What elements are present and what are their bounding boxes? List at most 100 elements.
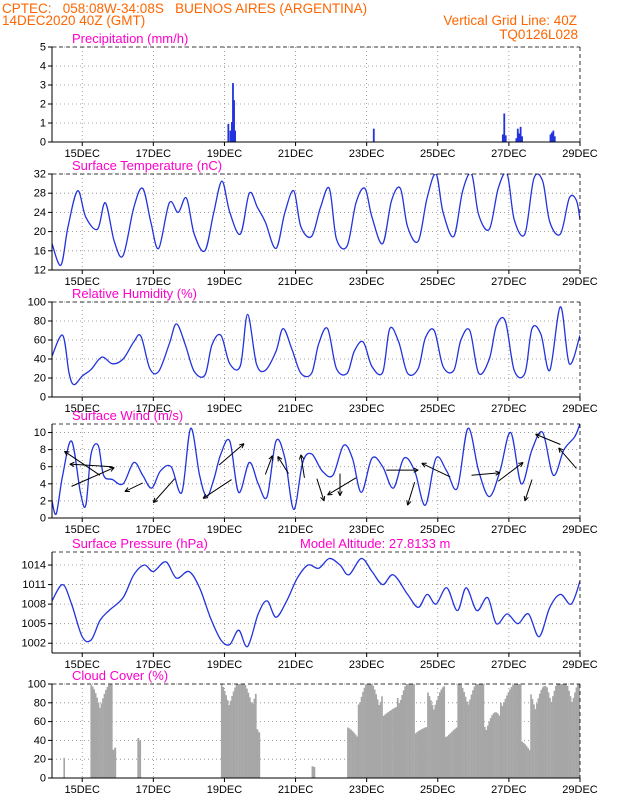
precipitation-bar (519, 126, 522, 142)
temperature-xtick-label: 19DEC (207, 276, 243, 288)
wind-arrow (152, 478, 176, 503)
cloud-cover-bar (530, 694, 532, 778)
cloud-cover-bar (99, 707, 101, 778)
cloud-cover-bar (398, 703, 401, 778)
cloud-cover-bar (362, 691, 364, 778)
cloud-cover-bar (577, 684, 579, 778)
cloud-cover-bar (413, 684, 415, 778)
cloud-cover-bar (223, 690, 226, 778)
cloud-cover-bar (408, 684, 411, 778)
cloud-cover-bar (252, 703, 254, 778)
cloud-cover-bar (572, 697, 575, 778)
cloud-cover-bar (476, 684, 479, 778)
cloud-cover-bar (405, 684, 408, 778)
wind-xtick-label: 29DEC (562, 524, 598, 536)
cloud-cover-xtick-label: 29DEC (562, 784, 598, 796)
cloud-cover-bar (238, 684, 241, 778)
cloud-cover-bar (102, 698, 104, 778)
cloud-cover-bar (256, 729, 259, 778)
precipitation-xtick-label: 25DEC (420, 148, 456, 160)
header-model-code: TQ0126L028 (499, 27, 578, 42)
cloud-cover-bar (454, 728, 456, 778)
humidity-xtick-label: 15DEC (64, 403, 100, 415)
cloud-cover-bar (378, 705, 380, 778)
cloud-cover-bar (495, 712, 498, 778)
cloud-cover-bar (571, 701, 573, 778)
cloud-cover-data (63, 684, 580, 778)
cloud-cover-bar (547, 692, 550, 778)
cloud-cover-bar (375, 694, 378, 778)
cloud-cover-bar (574, 692, 576, 778)
cloud-cover-bar (568, 690, 570, 778)
wind-arrow-head (298, 454, 305, 460)
pressure-xtick-label: 17DEC (136, 659, 172, 671)
pressure-annotation: Model Altitude: 27.8133 m (300, 536, 450, 551)
humidity-title: Relative Humidity (%) (72, 286, 197, 301)
cloud-cover-bar (109, 684, 112, 778)
wind-arrow (524, 479, 533, 502)
precipitation-xtick-label: 15DEC (64, 148, 100, 160)
cloud-cover-bar (231, 695, 233, 778)
cloud-cover-bar (390, 709, 393, 778)
cloud-cover-bar (533, 704, 535, 778)
cloud-cover-bar (100, 703, 103, 778)
wind-arrow-head (495, 470, 501, 476)
precipitation-bar (521, 136, 523, 142)
cloud-cover-bar (492, 713, 495, 778)
cloud-cover-bar (491, 715, 493, 778)
cloud-cover-bar (416, 732, 418, 778)
cloud-cover-bar (414, 733, 417, 778)
cloud-cover-bar (234, 687, 236, 778)
precipitation-xtick-label: 23DEC (349, 148, 385, 160)
cloud-cover-ytick-label: 60 (34, 716, 46, 728)
cloud-cover-bar (527, 748, 529, 778)
precipitation-bar (515, 138, 518, 142)
cloud-cover-bar (382, 715, 385, 778)
cloud-cover-bar (516, 684, 519, 778)
wind-arrow-head (268, 455, 274, 461)
pressure-xtick-label: 19DEC (207, 659, 243, 671)
cloud-cover-bar (401, 694, 404, 778)
cloud-cover-title: Cloud Cover (%) (72, 668, 168, 683)
cloud-cover-bar (350, 729, 352, 778)
cloud-cover-bar (555, 686, 557, 778)
cloud-cover-bar (448, 734, 450, 778)
cloud-cover-bar (425, 727, 428, 778)
wind-arrow (202, 479, 232, 499)
humidity-xtick-label: 25DEC (420, 403, 456, 415)
cloud-cover-bar (444, 736, 447, 778)
cloud-cover-bar (348, 728, 351, 778)
humidity-panel: 0 20 40 60 80 100 15DEC 17DEC 19DEC 21DEC 23DEC 25D… (28, 286, 598, 415)
cloud-cover-bar (139, 740, 142, 778)
cloud-cover-bar (503, 702, 505, 778)
precipitation-ytick-label: 3 (40, 80, 46, 92)
cloud-cover-bar (553, 690, 556, 778)
cloud-cover-bar (354, 734, 357, 778)
cloud-cover-xtick-label: 21DEC (278, 784, 314, 796)
cloud-cover-bar (114, 747, 117, 778)
precipitation-bar (503, 113, 506, 142)
temperature-xtick-label: 29DEC (562, 276, 598, 288)
humidity-series-line (52, 306, 580, 386)
cloud-cover-bar (228, 705, 230, 778)
wind-arrow (124, 482, 143, 492)
cloud-cover-bar (356, 736, 358, 778)
wind-arrow-head (327, 490, 333, 496)
precipitation-bar (372, 128, 375, 142)
cloud-cover-bar (504, 698, 507, 778)
cloud-cover-bar (501, 705, 504, 778)
precipitation-ytick-label: 0 (40, 137, 46, 149)
wind-xtick-label: 23DEC (349, 524, 385, 536)
pressure-series-line (52, 557, 580, 648)
precipitation-bar (233, 100, 235, 142)
cloud-cover-bar (509, 689, 511, 778)
cloud-cover-bar (534, 709, 537, 778)
cloud-cover-bar (313, 766, 316, 778)
cloud-cover-bar (351, 731, 354, 778)
wind-arrow-head (239, 443, 245, 449)
temperature-panel: 12 16 20 24 28 32 15DEC 17DEC 19DEC 21DEC 23DEC 25D… (34, 158, 598, 288)
wind-arrow-head (320, 495, 326, 502)
wind-arrow-head (558, 447, 564, 453)
cloud-cover-bar (578, 684, 580, 778)
